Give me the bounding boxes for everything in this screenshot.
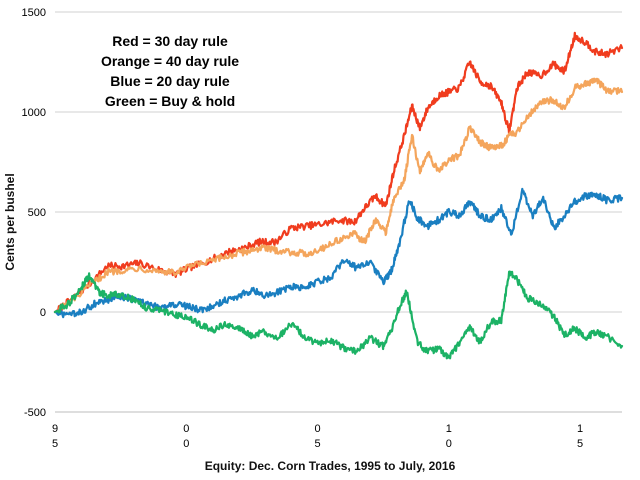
series-line-2 xyxy=(53,187,624,319)
x-tick-label: 0 xyxy=(314,423,320,435)
x-tick-label: 1 xyxy=(577,423,583,435)
legend-entry: Red = 30 day rule xyxy=(112,33,228,49)
x-tick-label: 0 xyxy=(446,438,452,450)
y-axis-label: Cents per bushel xyxy=(3,173,17,270)
x-tick-label: 5 xyxy=(314,438,320,450)
x-tick-label: 9 xyxy=(52,423,58,435)
series-line-0 xyxy=(53,31,624,314)
x-tick-label: 0 xyxy=(183,438,189,450)
legend-entry: Blue = 20 day rule xyxy=(110,73,230,89)
y-tick-label: 1000 xyxy=(22,107,46,119)
x-tick-label: 1 xyxy=(446,423,452,435)
y-tick-label: 1500 xyxy=(22,7,46,19)
x-axis-label: Equity: Dec. Corn Trades, 1995 to July, … xyxy=(205,459,456,473)
legend-entry: Orange = 40 day rule xyxy=(101,53,239,69)
x-tick-label: 5 xyxy=(52,438,58,450)
series-line-1 xyxy=(53,77,624,314)
y-tick-label: 0 xyxy=(40,307,46,319)
x-tick-label: 5 xyxy=(577,438,583,450)
legend-entry: Green = Buy & hold xyxy=(105,93,235,109)
y-tick-label: 500 xyxy=(28,207,46,219)
x-tick-label: 0 xyxy=(183,423,189,435)
legend-annotation: Red = 30 day rule Orange = 40 day rule Blu… xyxy=(101,33,239,109)
y-tick-label: -500 xyxy=(24,407,46,419)
series-group xyxy=(53,31,624,360)
series-line-3 xyxy=(53,270,624,360)
